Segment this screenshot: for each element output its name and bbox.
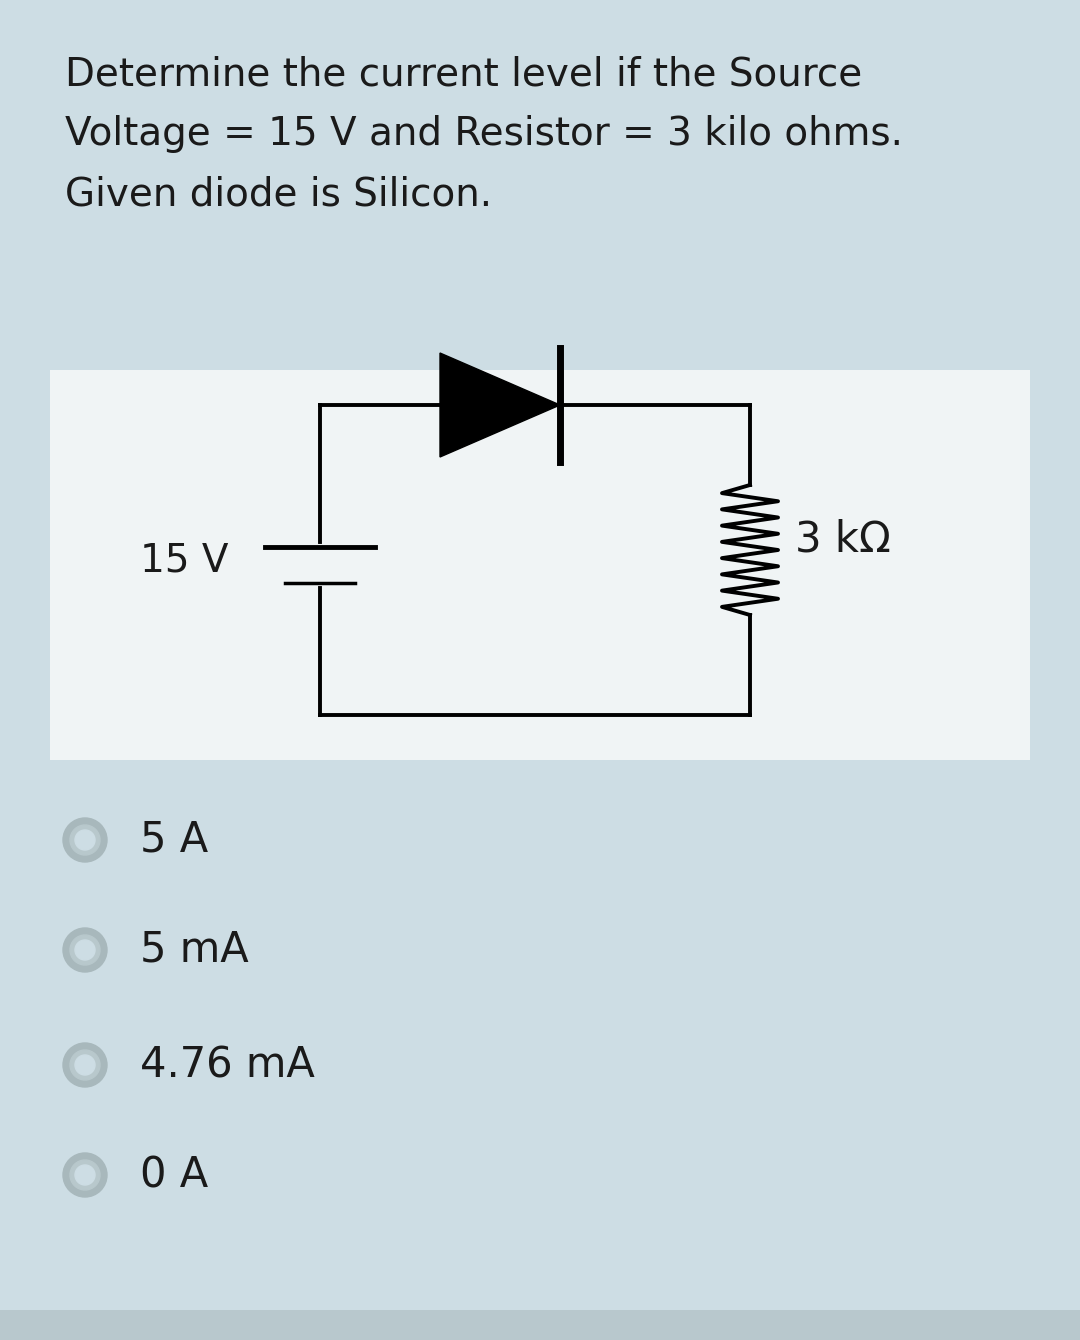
Text: 5 A: 5 A bbox=[140, 819, 208, 862]
Circle shape bbox=[75, 1164, 95, 1185]
Circle shape bbox=[75, 829, 95, 850]
Text: 15 V: 15 V bbox=[140, 541, 229, 579]
Text: 3 kΩ: 3 kΩ bbox=[795, 519, 891, 561]
Text: 4.76 mA: 4.76 mA bbox=[140, 1044, 315, 1085]
Bar bbox=[50, 370, 1030, 760]
Text: Determine the current level if the Source: Determine the current level if the Sourc… bbox=[65, 55, 862, 92]
Circle shape bbox=[70, 1160, 100, 1190]
Circle shape bbox=[63, 929, 107, 971]
Circle shape bbox=[75, 1055, 95, 1075]
Circle shape bbox=[75, 939, 95, 959]
Circle shape bbox=[70, 1051, 100, 1080]
Circle shape bbox=[63, 1043, 107, 1087]
Text: Given diode is Silicon.: Given diode is Silicon. bbox=[65, 176, 492, 213]
Text: 5 mA: 5 mA bbox=[140, 929, 248, 971]
Circle shape bbox=[70, 825, 100, 855]
Text: 0 A: 0 A bbox=[140, 1154, 208, 1197]
Text: Voltage = 15 V and Resistor = 3 kilo ohms.: Voltage = 15 V and Resistor = 3 kilo ohm… bbox=[65, 115, 903, 153]
Polygon shape bbox=[440, 352, 561, 457]
Circle shape bbox=[70, 935, 100, 965]
Bar bbox=[0, 1311, 1080, 1340]
Circle shape bbox=[63, 1152, 107, 1197]
Circle shape bbox=[63, 817, 107, 862]
